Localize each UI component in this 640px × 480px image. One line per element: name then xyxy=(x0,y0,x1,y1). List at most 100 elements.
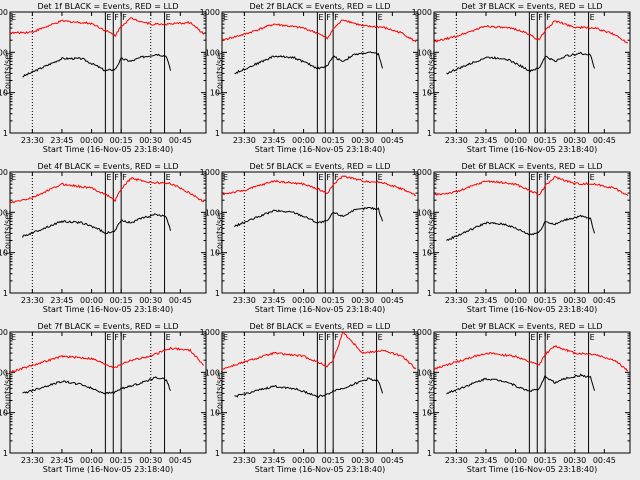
x-tick-label: 00:00 xyxy=(80,136,103,145)
marker-label-e: E xyxy=(11,173,16,182)
y-tick-label: 1000 xyxy=(200,168,220,177)
y-tick-label: 1000 xyxy=(200,8,220,17)
y-tick-label: 10 xyxy=(0,249,8,258)
chart-title: Det 7f BLACK = Events, RED = LLD xyxy=(37,322,178,331)
chart-title: Det 4f BLACK = Events, RED = LLD xyxy=(37,162,178,171)
x-tick-label: 00:00 xyxy=(80,456,103,465)
y-tick-label: 10 xyxy=(210,409,220,418)
x-tick-label: 00:15 xyxy=(534,296,557,305)
y-tick-label: 1 xyxy=(215,449,220,458)
marker-label-f: F xyxy=(326,13,331,22)
marker-label-f: F xyxy=(538,173,543,182)
marker-label-f: F xyxy=(114,333,119,342)
x-tick-label: 00:30 xyxy=(139,456,162,465)
plot-frame xyxy=(221,171,419,294)
y-tick-label: 100 xyxy=(205,48,220,57)
marker-label-e: E xyxy=(590,333,595,342)
marker-label-e: E xyxy=(435,13,440,22)
lld-series-line xyxy=(221,175,417,197)
x-tick-label: 00:00 xyxy=(292,296,315,305)
marker-label-f: F xyxy=(114,173,119,182)
marker-label-e: E xyxy=(590,13,595,22)
events-series-line xyxy=(234,51,383,75)
y-tick-label: 100 xyxy=(417,368,432,377)
marker-label-e: E xyxy=(11,13,16,22)
events-series-line xyxy=(22,213,171,238)
x-tick-label: 00:15 xyxy=(322,296,345,305)
x-tick-label: 00:15 xyxy=(110,456,133,465)
marker-label-e: E xyxy=(590,173,595,182)
events-series-line xyxy=(446,214,595,241)
y-tick-label: 100 xyxy=(417,48,432,57)
marker-label-f: F xyxy=(334,333,339,342)
x-axis-label: Start Time (16-Nov-05 23:18:40) xyxy=(467,465,597,474)
x-tick-label: 23:45 xyxy=(474,456,497,465)
x-tick-label: 00:00 xyxy=(292,456,315,465)
marker-label-e: E xyxy=(223,13,228,22)
x-tick-label: 23:30 xyxy=(445,296,468,305)
y-axis-label: Counts/sec xyxy=(3,370,12,414)
x-axis-label: Start Time (16-Nov-05 23:18:40) xyxy=(255,465,385,474)
y-axis-label: Counts/sec xyxy=(215,210,224,254)
chart-title: Det 8f BLACK = Events, RED = LLD xyxy=(249,322,390,331)
x-tick-label: 00:15 xyxy=(110,136,133,145)
x-tick-label: 00:30 xyxy=(563,456,586,465)
events-series-line xyxy=(446,51,595,75)
marker-label-e: E xyxy=(166,333,171,342)
plot-frame xyxy=(9,171,207,294)
y-axis-label: Counts/sec xyxy=(427,370,436,414)
x-tick-label: 00:00 xyxy=(504,136,527,145)
lld-series-line xyxy=(9,346,205,374)
chart-title: Det 6f BLACK = Events, RED = LLD xyxy=(461,162,602,171)
x-tick-label: 00:45 xyxy=(593,296,616,305)
x-tick-label: 00:30 xyxy=(139,296,162,305)
lld-series-line xyxy=(221,19,417,43)
y-tick-label: 10 xyxy=(422,249,432,258)
chart-title: Det 9f BLACK = Events, RED = LLD xyxy=(461,322,602,331)
chart-title: Det 3f BLACK = Events, RED = LLD xyxy=(461,2,602,11)
y-tick-label: 100 xyxy=(0,368,8,377)
chart-title: Det 5f BLACK = Events, RED = LLD xyxy=(249,162,390,171)
marker-label-e: E xyxy=(106,13,111,22)
y-tick-label: 1 xyxy=(3,129,8,138)
y-tick-label: 1000 xyxy=(412,8,432,17)
y-axis-label: Counts/sec xyxy=(3,210,12,254)
x-tick-label: 00:00 xyxy=(292,136,315,145)
plot-frame xyxy=(9,331,207,454)
marker-label-f: F xyxy=(334,13,339,22)
x-tick-label: 23:30 xyxy=(21,136,44,145)
y-tick-label: 10 xyxy=(0,409,8,418)
marker-label-f: F xyxy=(326,333,331,342)
x-tick-label: 00:30 xyxy=(563,296,586,305)
y-tick-label: 1000 xyxy=(412,168,432,177)
x-tick-label: 00:45 xyxy=(381,456,404,465)
y-tick-label: 10 xyxy=(0,89,8,98)
x-tick-label: 00:30 xyxy=(351,136,374,145)
x-tick-label: 00:00 xyxy=(504,456,527,465)
marker-label-e: E xyxy=(378,13,383,22)
chart-title: Det 1f BLACK = Events, RED = LLD xyxy=(37,2,178,11)
y-axis-label: Counts/sec xyxy=(427,50,436,94)
x-tick-label: 00:45 xyxy=(169,456,192,465)
y-axis-label: Counts/sec xyxy=(215,50,224,94)
x-tick-label: 00:15 xyxy=(322,136,345,145)
events-series-line xyxy=(234,206,383,228)
marker-label-f: F xyxy=(546,13,551,22)
y-tick-label: 1000 xyxy=(0,8,8,17)
y-tick-label: 1 xyxy=(3,449,8,458)
marker-label-f: F xyxy=(538,333,543,342)
chart-title: Det 2f BLACK = Events, RED = LLD xyxy=(249,2,390,11)
marker-label-f: F xyxy=(122,333,127,342)
marker-label-e: E xyxy=(378,173,383,182)
events-series-line xyxy=(446,373,595,395)
y-axis-label: Counts/sec xyxy=(215,370,224,414)
marker-label-e: E xyxy=(378,333,383,342)
x-tick-label: 00:15 xyxy=(534,456,557,465)
y-tick-label: 1 xyxy=(215,289,220,298)
x-tick-label: 23:45 xyxy=(262,296,285,305)
y-axis-label: Counts/sec xyxy=(3,50,12,94)
y-tick-label: 1000 xyxy=(200,328,220,337)
chart-panel-2: Det 2f BLACK = Events, RED = LLD 1 10 100 10… xyxy=(200,2,419,154)
x-tick-label: 23:45 xyxy=(50,136,73,145)
